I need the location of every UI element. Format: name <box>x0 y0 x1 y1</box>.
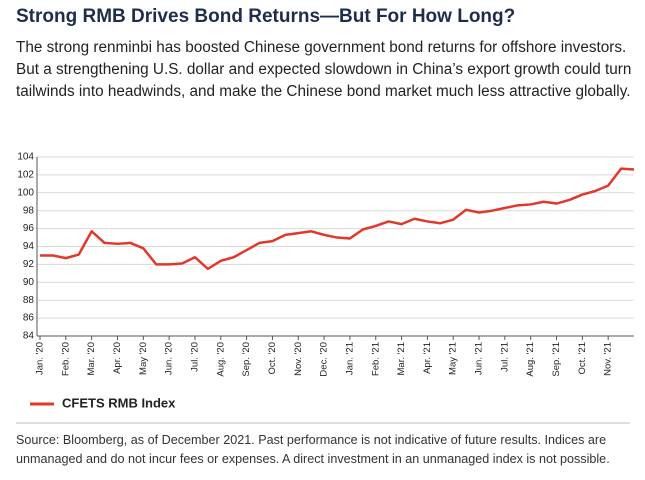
chart-title: Strong RMB Drives Bond Returns—But For H… <box>16 6 516 27</box>
y-tick-label: 88 <box>23 295 35 306</box>
x-tick-label: Nov. '21 <box>603 342 614 376</box>
chart-subtitle: The strong renminbi has boosted Chinese … <box>16 39 632 100</box>
y-tick-label: 84 <box>23 331 35 342</box>
x-tick-label: Oct. '21 <box>577 342 588 374</box>
x-tick-label: Jul. '21 <box>499 342 510 372</box>
x-tick-label: May '21 <box>448 342 459 375</box>
data-line <box>40 167 635 271</box>
x-tick-label: Sep. '20 <box>241 342 252 377</box>
x-tick-label: Feb. '20 <box>60 342 71 376</box>
x-tick-label: Mar. '20 <box>86 342 97 376</box>
y-tick-label: 102 <box>17 170 34 181</box>
x-tick-label: Dec. '20 <box>319 342 330 377</box>
x-tick-label: Apr. '21 <box>422 342 433 374</box>
y-tick-label: 90 <box>23 277 35 288</box>
y-tick-label: 104 <box>17 152 34 163</box>
chart: CFETS RMB Index 84 86 88 90 92 94 96 98 100 102 10… <box>16 152 635 424</box>
y-tick-label: 100 <box>17 187 34 198</box>
x-tick-label: Oct. '20 <box>267 342 278 374</box>
x-tick-label: Jul. '20 <box>189 342 200 372</box>
x-tick-label: May '20 <box>138 342 149 375</box>
x-tick-label: Jan. '21 <box>344 342 355 375</box>
x-tick-label: Nov. '20 <box>293 342 304 376</box>
x-tick-label: Jun. '20 <box>164 342 175 375</box>
y-tick-label: 86 <box>23 313 35 324</box>
source-note: Source: Bloomberg, as of December 2021. … <box>16 433 610 466</box>
y-tick-label: 94 <box>23 241 35 252</box>
x-tick-label: Apr. '20 <box>112 342 123 374</box>
x-tick-label: Sep. '21 <box>551 342 562 377</box>
x-tick-label: Jan. '20 <box>35 342 46 375</box>
x-tick-label: Feb. '21 <box>370 342 381 376</box>
y-tick-label: 98 <box>23 205 35 216</box>
legend-label: CFETS RMB Index <box>62 395 176 410</box>
y-tick-label: 96 <box>23 223 35 234</box>
x-tick-label: Jun. '21 <box>474 342 485 375</box>
x-tick-label: Aug. '20 <box>215 342 226 377</box>
y-tick-label: 92 <box>23 259 35 270</box>
x-tick-label: Aug. '21 <box>525 342 536 377</box>
x-tick-label: Mar. '21 <box>396 342 407 376</box>
